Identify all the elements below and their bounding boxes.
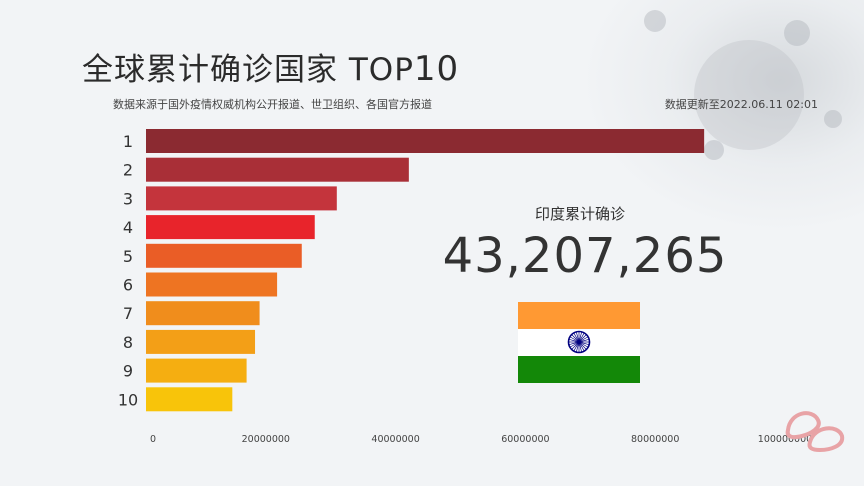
chakra-spoke: [571, 334, 580, 343]
update-timestamp: 数据更新至2022.06.11 02:01: [664, 98, 818, 111]
chakra-spoke: [570, 341, 580, 348]
chakra-spoke: [578, 332, 582, 343]
bar-rank-8: [146, 329, 256, 354]
bar-rank-10: [146, 387, 233, 412]
ashoka-chakra-icon: [567, 330, 591, 354]
rank-label: 5: [123, 247, 133, 266]
chakra-spoke: [578, 341, 587, 350]
flag-saffron-stripe: [518, 302, 640, 329]
data-source-note: 数据来源于国外疫情权威机构公开报道、世卫组织、各国官方报道: [113, 98, 432, 111]
virus-body: [694, 40, 804, 150]
bar-rank-2: [146, 157, 409, 182]
chakra-spoke: [578, 341, 589, 345]
bar-rank-9: [146, 358, 247, 383]
virus-spike: [644, 10, 666, 32]
rank-label: 4: [123, 218, 133, 237]
virus-spike: [704, 140, 724, 160]
chakra-spoke: [578, 339, 589, 343]
x-tick-label: 40000000: [371, 434, 419, 445]
bar-rank-4: [146, 215, 315, 240]
chakra-spoke: [570, 336, 580, 343]
india-flag-icon: [518, 302, 640, 383]
rank-label: 1: [123, 132, 133, 151]
chakra-spoke: [578, 333, 585, 343]
chakra-spoke: [573, 341, 580, 351]
rank-label: 7: [123, 304, 133, 323]
rank-label: 8: [123, 333, 133, 352]
chakra-spoke: [578, 341, 585, 351]
rank-label: 6: [123, 276, 133, 295]
chakra-spoke: [578, 334, 587, 343]
x-tick-label: 100000000: [758, 434, 812, 445]
bar-rank-7: [146, 301, 260, 326]
chakra-spoke: [578, 336, 588, 343]
flag-green-stripe: [518, 356, 640, 383]
x-tick-label: 0: [150, 434, 156, 445]
rank-label: 2: [123, 161, 133, 180]
bar-rank-3: [146, 186, 337, 211]
x-tick-label: 60000000: [501, 434, 549, 445]
chakra-spoke: [571, 341, 580, 350]
flag-white-stripe: [518, 329, 640, 356]
chakra-spoke: [578, 341, 582, 352]
x-tick-label: 80000000: [631, 434, 679, 445]
chakra-spoke: [569, 341, 580, 345]
virus-spike: [824, 110, 842, 128]
highlight-label: 印度累计确诊: [534, 205, 625, 223]
bar-rank-1: [146, 129, 705, 153]
chakra-spoke: [576, 341, 580, 352]
rank-label: 10: [118, 390, 138, 409]
virus-background-image: [584, 0, 864, 230]
virus-logo-icon: [785, 411, 845, 453]
rank-label: 9: [123, 362, 133, 381]
bar-rank-6: [146, 272, 278, 297]
x-tick-label: 20000000: [242, 434, 290, 445]
rank-label: 3: [123, 189, 133, 208]
chakra-spoke: [573, 333, 580, 343]
highlight-value: 43,207,265: [442, 228, 728, 284]
chakra-spoke: [569, 339, 580, 343]
bar-rank-5: [146, 243, 302, 268]
chakra-spoke: [578, 341, 588, 348]
page-title: 全球累计确诊国家 TOP10: [82, 49, 460, 89]
chakra-spoke: [576, 332, 580, 343]
virus-spike: [784, 20, 810, 46]
